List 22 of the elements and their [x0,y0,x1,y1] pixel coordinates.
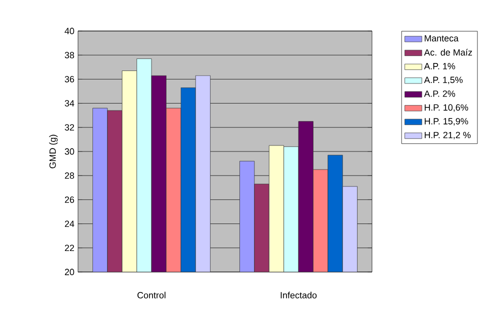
legend-label: H.P. 21,2 % [424,132,471,140]
legend-label: H.P. 10,6% [424,104,468,112]
y-tick-label: 32 [64,124,74,131]
y-tick-label: 30 [64,148,74,155]
legend-label: A.P. 1,5% [424,76,463,84]
y-tick-label: 40 [64,28,74,34]
y-axis-title: GMD (g) [49,134,58,168]
legend-label: A.P. 2% [424,90,456,97]
legend-label: H.P. 15,9% [424,118,468,126]
y-tick-label: 28 [64,172,74,179]
y-tick-label: 38 [64,52,74,58]
x-tick-label: Infectado [280,292,317,298]
legend-label: A.P. 1% [424,63,456,70]
x-tick-label: Control [137,292,166,298]
legend-label: Manteca [424,35,459,42]
y-tick-label: 26 [64,196,74,203]
y-tick-label: 20 [64,268,74,276]
legend-label: Ac. de Maíz [424,48,472,56]
y-tick-label: 34 [64,100,74,106]
y-tick-label: 24 [64,220,74,227]
y-tick-label: 36 [64,76,74,82]
y-tick-label: 22 [64,244,74,252]
